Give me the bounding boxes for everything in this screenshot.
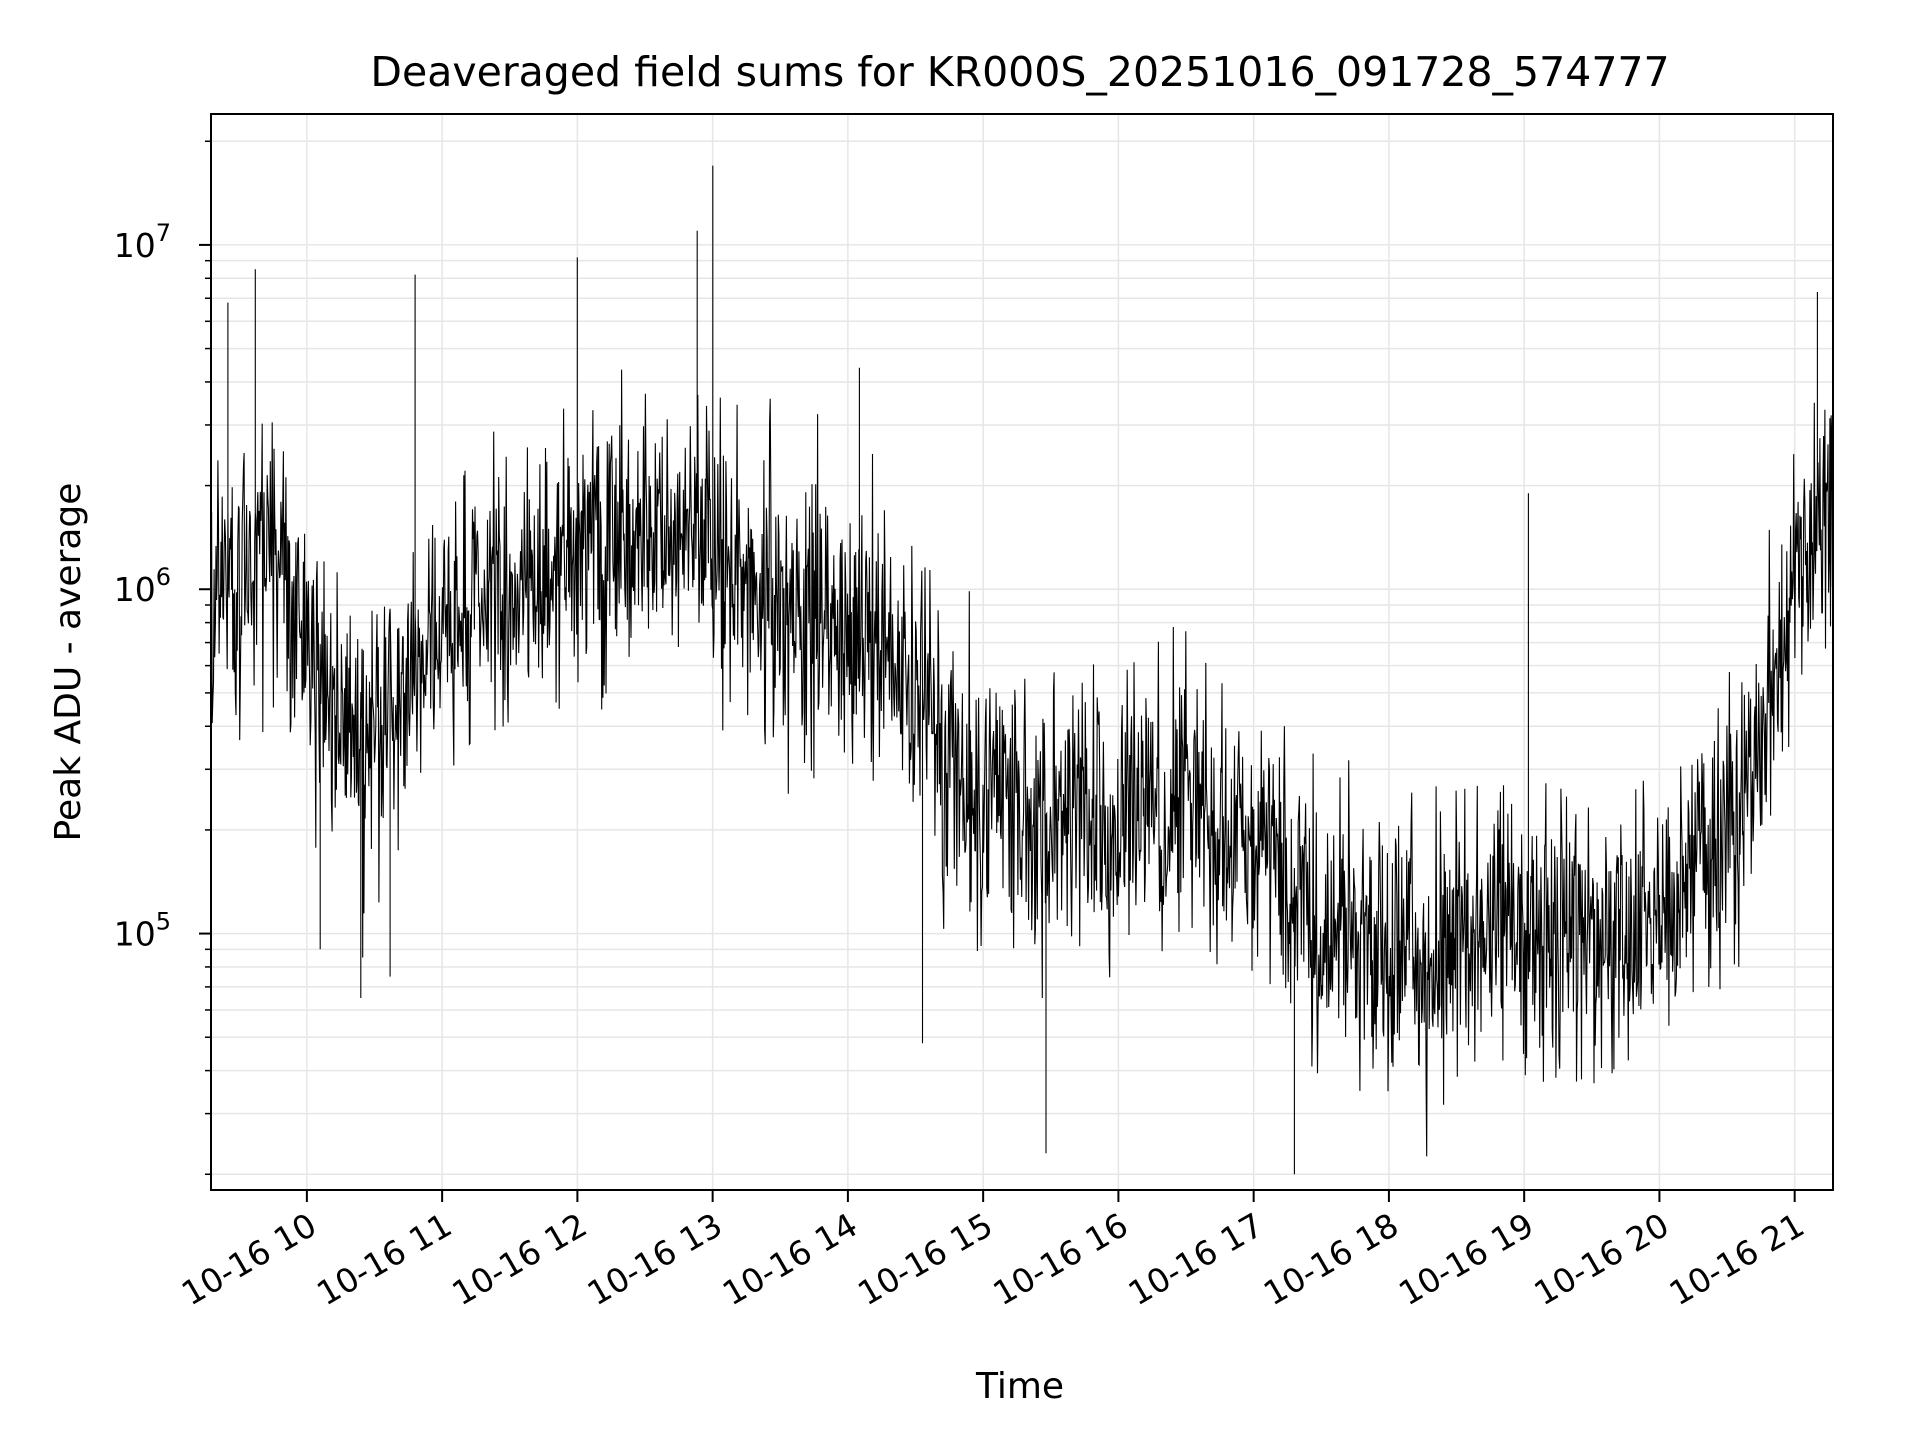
y-tick-label: 107	[114, 219, 171, 265]
series-line	[210, 165, 1834, 1175]
plot-frame	[210, 113, 1834, 1191]
y-tick-label: 106	[114, 563, 171, 609]
chart-title: Deaveraged field sums for KR000S_2025101…	[370, 48, 1669, 96]
series-layer	[210, 165, 1834, 1175]
y-axis-label: Peak ADU - average	[48, 483, 89, 842]
x-axis-label: Time	[975, 1366, 1064, 1407]
y-tick-label: 105	[114, 908, 171, 954]
